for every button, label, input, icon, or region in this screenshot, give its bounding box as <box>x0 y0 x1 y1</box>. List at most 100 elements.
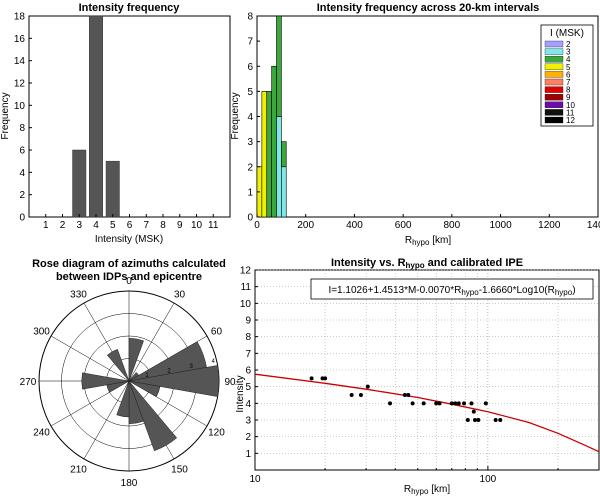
plot-area <box>28 15 231 218</box>
bar-segment <box>281 166 287 218</box>
y-tick-label: 18 <box>14 12 26 23</box>
legend-label: 5 <box>566 63 571 72</box>
y-tick-label: 10 <box>240 299 252 310</box>
y-tick-label: 6 <box>247 62 253 73</box>
data-point <box>309 376 314 381</box>
bar <box>105 160 120 218</box>
data-point <box>388 401 393 406</box>
x-tick-label: 5 <box>110 220 116 231</box>
data-point <box>349 393 354 397</box>
intensity-vs-distance-chart: Intensity vs. Rhypo and calibrated IPE 1… <box>235 257 600 496</box>
x-tick-label: 11 <box>208 220 219 231</box>
data-point <box>476 418 481 422</box>
legend-swatch <box>544 48 564 55</box>
legend-label: 7 <box>566 78 571 87</box>
legend-label: 2 <box>566 40 571 49</box>
x-tick-label: 7 <box>143 220 149 231</box>
y-tick-label: 2 <box>19 190 25 201</box>
legend-swatch <box>544 63 564 70</box>
bar-segment <box>271 65 277 218</box>
intensity-frequency-chart: Intensity frequency 1 2 3 4 5 6 7 8 9 10 11 024681… <box>0 2 231 245</box>
bar-segment <box>281 141 287 168</box>
x-tick-label: 2 <box>60 220 66 231</box>
rose-sector <box>106 348 130 382</box>
data-point <box>410 401 415 406</box>
x-tick-label: 1400 <box>587 220 600 231</box>
y-tick-label: 9 <box>245 316 251 327</box>
chart-title: Intensity frequency across 20-km interva… <box>317 2 540 14</box>
radial-tick-label: 1 <box>145 373 149 379</box>
x-tick-label: 400 <box>346 220 363 231</box>
legend-swatch <box>544 86 564 93</box>
angle-label: 90 <box>224 377 236 388</box>
y-axis-label: Frequency <box>230 92 241 139</box>
data-point <box>472 418 477 422</box>
x-axis-label: Rhypo [km] <box>405 235 451 247</box>
y-tick-label: 12 <box>14 79 26 90</box>
rose-spoke <box>50 335 130 382</box>
x-tick-label: 9 <box>177 220 183 231</box>
rose-sector <box>116 380 130 418</box>
angle-label: 150 <box>171 464 188 475</box>
x-tick-label: 0 <box>254 220 260 231</box>
y-tick-label: 3 <box>245 416 251 427</box>
rose-sector <box>128 380 161 398</box>
x-tick-label: 800 <box>444 220 461 231</box>
data-point <box>471 409 476 414</box>
chart-title-line-1: Rose diagram of azimuths calculated <box>32 258 226 270</box>
y-tick-label: 8 <box>247 12 253 23</box>
y-tick-label: 16 <box>14 34 26 45</box>
legend-swatch <box>544 94 564 101</box>
y-tick-label: 8 <box>19 123 25 134</box>
data-point <box>498 418 503 422</box>
y-tick-label: 0 <box>247 213 253 224</box>
rose-sector <box>128 380 144 425</box>
data-point <box>453 401 458 406</box>
legend-label: 8 <box>566 86 571 95</box>
legend-swatch <box>544 101 564 108</box>
equation-box <box>310 278 594 300</box>
y-tick-label: 3 <box>247 137 253 148</box>
data-point <box>462 401 467 406</box>
x-tick-label: 1200 <box>538 220 561 231</box>
rose-sector <box>128 365 220 397</box>
distance-bins-chart: Intensity frequency across 20-km interva… <box>230 2 600 247</box>
data-point <box>483 401 488 406</box>
angle-label: 300 <box>33 327 50 338</box>
x-tick-label: 4 <box>93 220 99 231</box>
data-point <box>323 376 328 381</box>
equation-text: I=1.1026+1.4513*M-0.0070*Rhypo-1.6660*Lo… <box>328 285 575 297</box>
y-tick-label: 5 <box>245 382 251 393</box>
bar-segment <box>266 91 272 218</box>
angle-label: 180 <box>121 478 138 489</box>
angle-label: 60 <box>211 327 223 338</box>
x-tick-label: 1000 <box>489 220 512 231</box>
y-tick-label: 8 <box>245 332 251 343</box>
angle-label: 210 <box>70 464 87 475</box>
legend-label: 10 <box>566 101 575 110</box>
radial-tick-label: 3 <box>189 364 193 370</box>
angle-label: 0 <box>126 276 132 287</box>
x-tick-label: 100 <box>480 474 497 485</box>
legend-swatch <box>544 78 564 86</box>
chart-title: Intensity vs. Rhypo and calibrated IPE <box>331 257 523 270</box>
data-point <box>469 401 474 406</box>
data-point <box>456 401 461 406</box>
y-tick-label: 1 <box>245 449 251 460</box>
ipe-curve <box>254 373 600 453</box>
x-tick-label: 3 <box>76 220 82 231</box>
y-tick-label: 2 <box>245 432 251 443</box>
y-tick-label: 0 <box>19 213 25 224</box>
data-point <box>402 393 407 397</box>
legend-swatch <box>544 116 564 124</box>
legend-title: I (MSK) <box>550 28 584 39</box>
y-axis-label: Frequency <box>0 92 11 139</box>
rose-sector <box>81 372 130 390</box>
y-tick-label: 5 <box>247 87 253 98</box>
data-point <box>437 401 442 406</box>
angle-label: 240 <box>33 428 50 439</box>
y-tick-label: 6 <box>245 366 251 377</box>
x-tick-label: 6 <box>127 220 133 231</box>
y-tick-label: 7 <box>245 349 251 360</box>
rose-sector <box>128 380 178 452</box>
